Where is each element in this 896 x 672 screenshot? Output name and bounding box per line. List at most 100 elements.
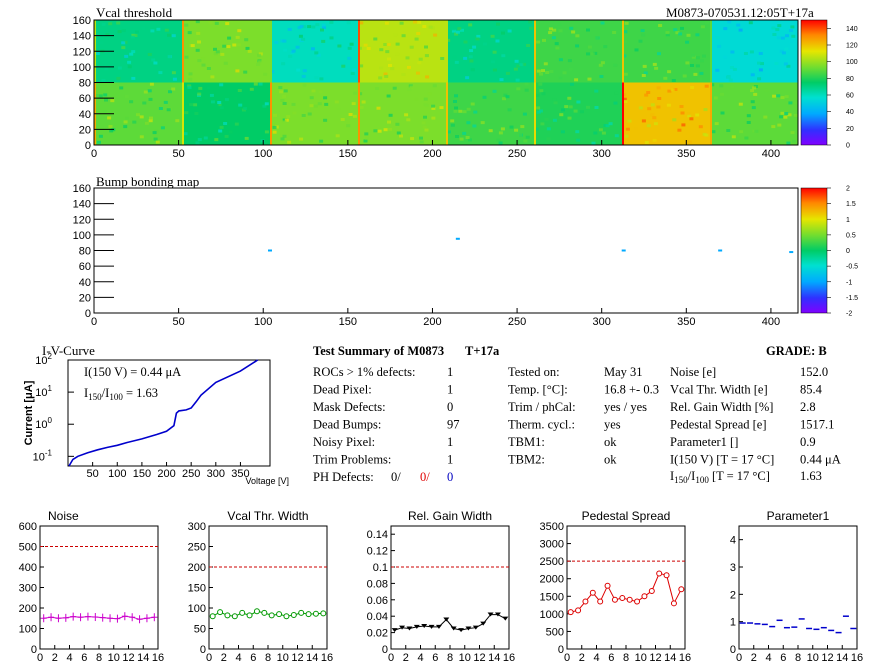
pixel-noise bbox=[103, 93, 108, 97]
pixel-noise bbox=[433, 33, 438, 37]
pixel-noise bbox=[650, 113, 655, 117]
pixel-noise bbox=[515, 78, 520, 82]
pixel-noise bbox=[729, 66, 734, 69]
pixel-noise bbox=[536, 110, 541, 114]
summary-label: Vcal Thr. Width [e] bbox=[670, 383, 768, 397]
mini-title: Pedestal Spread bbox=[582, 509, 671, 523]
pixel-noise bbox=[385, 50, 390, 54]
pixel-noise bbox=[451, 27, 456, 31]
mini-point bbox=[597, 598, 604, 605]
pixel-noise bbox=[624, 21, 629, 25]
pixel-noise bbox=[232, 43, 237, 47]
roc-edge bbox=[534, 82, 536, 145]
pixel-noise bbox=[233, 97, 238, 100]
mini-point bbox=[582, 598, 589, 605]
pixel-noise bbox=[545, 71, 550, 74]
pixel-noise bbox=[282, 118, 287, 122]
y-tick-label: 0 bbox=[85, 308, 91, 320]
pixel-noise bbox=[228, 130, 233, 134]
pixel-noise bbox=[470, 68, 475, 72]
mini-x-tick-label: 0 bbox=[206, 652, 212, 664]
y-tick-label: 160 bbox=[73, 183, 91, 195]
dead-bump-mark bbox=[621, 249, 626, 252]
pixel-noise bbox=[594, 89, 599, 93]
mini-y-tick-label: 2000 bbox=[540, 574, 564, 586]
pixel-noise bbox=[347, 56, 352, 60]
pixel-noise bbox=[307, 112, 312, 116]
pixel-noise bbox=[292, 111, 297, 115]
iv-y-tick-label: 102 bbox=[35, 352, 52, 367]
pixel-noise bbox=[783, 115, 788, 119]
mini-point bbox=[480, 621, 487, 626]
pixel-noise bbox=[780, 96, 785, 100]
mini-point bbox=[458, 628, 465, 633]
mini-point bbox=[290, 611, 297, 618]
ph-defects-value-1: 0/ bbox=[391, 470, 401, 484]
pixel-noise bbox=[190, 44, 195, 48]
pixel-noise bbox=[184, 23, 189, 27]
pixel-noise bbox=[558, 76, 563, 80]
pixel-noise bbox=[501, 31, 505, 35]
mini-x-tick-label: 2 bbox=[751, 652, 757, 664]
pixel-noise bbox=[124, 95, 129, 98]
summary-label: ROCs > 1% defects: bbox=[313, 365, 416, 379]
vcal-threshold-map: 0 50 100 150 200 250 300 350 4000204060801001201… bbox=[73, 5, 858, 160]
mini-frame bbox=[390, 525, 510, 650]
summary-label: Tested on: bbox=[508, 365, 560, 379]
pixel-noise bbox=[99, 41, 104, 45]
mini-x-tick-label: 4 bbox=[417, 652, 423, 664]
pixel-noise bbox=[579, 110, 584, 114]
pixel-noise bbox=[307, 25, 312, 29]
pixel-noise bbox=[541, 69, 545, 73]
pixel-noise bbox=[786, 141, 791, 145]
pixel-noise bbox=[777, 24, 782, 28]
mini-x-tick-label: 14 bbox=[836, 652, 848, 664]
summary-label: Trim / phCal: bbox=[508, 400, 576, 414]
pixel-noise bbox=[468, 23, 473, 27]
pixel-noise bbox=[163, 100, 168, 104]
mini-y-tick-label: 0 bbox=[730, 644, 736, 656]
pixel-noise bbox=[422, 125, 427, 129]
pixel-noise bbox=[715, 68, 720, 72]
pixel-noise bbox=[599, 75, 604, 78]
pixel-noise bbox=[321, 23, 326, 27]
pixel-noise bbox=[187, 86, 192, 89]
pixel-noise bbox=[183, 132, 188, 136]
pixel-noise bbox=[263, 72, 268, 76]
pixel-noise bbox=[568, 67, 573, 71]
pixel-noise bbox=[302, 83, 307, 87]
pixel-noise bbox=[399, 21, 404, 25]
pixel-noise bbox=[625, 127, 630, 131]
pixel-noise bbox=[123, 120, 128, 124]
pixel-noise bbox=[552, 28, 557, 32]
x-tick-label: 250 bbox=[508, 316, 526, 328]
mini-point bbox=[443, 617, 450, 622]
test-summary: Test Summary of M0873 T+17a GRADE: B ROC… bbox=[313, 344, 841, 485]
mini-point bbox=[567, 609, 574, 616]
pixel-noise bbox=[488, 129, 493, 133]
pixel-noise bbox=[587, 45, 592, 49]
mini-y-tick-label: 50 bbox=[194, 624, 206, 636]
roc-edge bbox=[710, 82, 712, 145]
mini-x-tick-label: 6 bbox=[432, 652, 438, 664]
pixel-noise bbox=[552, 98, 557, 102]
pixel-noise bbox=[348, 113, 353, 116]
pixel-noise bbox=[249, 87, 254, 91]
pixel-noise bbox=[150, 29, 155, 33]
dead-bump-mark bbox=[268, 249, 272, 252]
pixel-noise bbox=[184, 55, 189, 59]
pixel-noise bbox=[752, 129, 757, 133]
mini-y-tick-label: 2500 bbox=[540, 556, 564, 568]
pixel-noise bbox=[702, 54, 706, 58]
pixel-noise bbox=[731, 135, 736, 139]
summary-tag: T+17a bbox=[465, 344, 500, 358]
pixel-noise bbox=[188, 77, 193, 81]
pixel-noise bbox=[575, 34, 580, 38]
roc-edge bbox=[182, 82, 184, 145]
pixel-noise bbox=[160, 126, 165, 130]
pixel-noise bbox=[726, 75, 731, 79]
pixel-noise bbox=[696, 56, 700, 60]
pixel-noise bbox=[466, 121, 471, 125]
pixel-noise bbox=[301, 114, 306, 117]
